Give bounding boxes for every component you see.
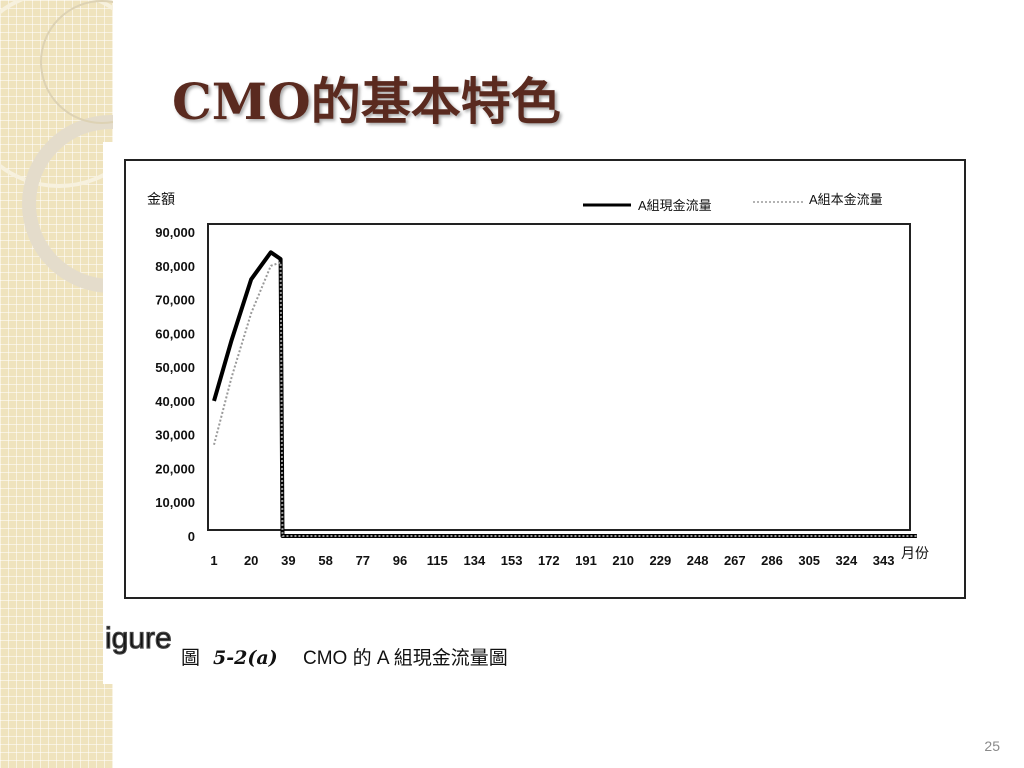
figure-caption-prefix: 圖 bbox=[181, 648, 200, 669]
x-tick-label: 134 bbox=[464, 553, 486, 568]
x-axis-label: 月份 bbox=[901, 545, 929, 561]
scanned-figure: 金額 月份 A組現金流量 A組本金流量 0 10,000 20,000 30,000 4… bbox=[103, 142, 983, 684]
x-tick-labels: 1 20 39 58 77 96 115 134 153 172 191 210 229 248 267 28… bbox=[210, 553, 894, 568]
legend-label-principal: A組本金流量 bbox=[809, 192, 883, 207]
figure-caption-number: 5-2(a) bbox=[213, 647, 278, 669]
y-tick-label: 0 bbox=[188, 529, 195, 544]
x-tick-label: 267 bbox=[724, 553, 746, 568]
x-tick-label: 343 bbox=[873, 553, 895, 568]
y-tick-label: 10,000 bbox=[155, 495, 195, 510]
y-tick-labels: 0 10,000 20,000 30,000 40,000 50,000 60,000 70,… bbox=[155, 225, 195, 544]
decorative-side-panel bbox=[0, 0, 113, 768]
plot-area-frame bbox=[207, 223, 911, 531]
page-number: 25 bbox=[984, 738, 1000, 754]
chart-legend: A組現金流量 A組本金流量 bbox=[583, 192, 883, 213]
x-tick-label: 77 bbox=[356, 553, 370, 568]
caption-fragment: igure bbox=[105, 622, 172, 655]
series-line-1 bbox=[212, 250, 917, 538]
series-lines bbox=[212, 250, 917, 538]
y-tick-label: 60,000 bbox=[155, 326, 195, 341]
y-axis-label: 金額 bbox=[147, 191, 175, 207]
x-tick-label: 191 bbox=[575, 553, 597, 568]
slide-title: CMO的基本特色 bbox=[172, 72, 561, 131]
x-tick-label: 172 bbox=[538, 553, 560, 568]
y-tick-label: 30,000 bbox=[155, 428, 195, 443]
cash-flow-chart: 金額 月份 A組現金流量 A組本金流量 0 10,000 20,000 30,000 4… bbox=[104, 159, 966, 669]
x-tick-label: 58 bbox=[318, 553, 332, 568]
y-tick-label: 50,000 bbox=[155, 360, 195, 375]
x-tick-label: 324 bbox=[836, 553, 858, 568]
y-tick-label: 90,000 bbox=[155, 225, 195, 240]
x-tick-label: 229 bbox=[650, 553, 672, 568]
figure-caption-text: CMO 的 A 組現金流量圖 bbox=[303, 647, 508, 669]
chart-outer-frame bbox=[124, 159, 966, 599]
x-tick-label: 286 bbox=[761, 553, 783, 568]
y-tick-label: 70,000 bbox=[155, 293, 195, 308]
x-tick-label: 96 bbox=[393, 553, 407, 568]
x-tick-label: 1 bbox=[210, 553, 217, 568]
x-tick-label: 305 bbox=[798, 553, 820, 568]
y-tick-label: 20,000 bbox=[155, 461, 195, 476]
legend-label-total: A組現金流量 bbox=[638, 198, 712, 213]
y-tick-label: 80,000 bbox=[155, 259, 195, 274]
y-tick-label: 40,000 bbox=[155, 394, 195, 409]
series-line-2 bbox=[213, 261, 917, 537]
x-tick-label: 248 bbox=[687, 553, 709, 568]
x-tick-label: 210 bbox=[612, 553, 634, 568]
x-tick-label: 115 bbox=[427, 553, 448, 568]
x-tick-label: 39 bbox=[281, 553, 295, 568]
x-tick-label: 20 bbox=[244, 553, 258, 568]
x-tick-label: 153 bbox=[501, 553, 523, 568]
